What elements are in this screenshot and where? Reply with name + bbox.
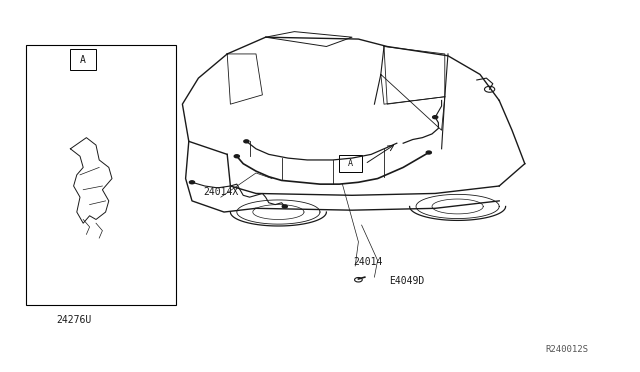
Circle shape xyxy=(282,205,287,208)
Circle shape xyxy=(244,140,249,143)
Bar xyxy=(70,49,96,70)
Text: A: A xyxy=(80,55,86,65)
Text: R240012S: R240012S xyxy=(546,345,589,354)
Text: 24276U: 24276U xyxy=(56,315,92,325)
Bar xyxy=(26,45,176,305)
Bar xyxy=(339,155,362,172)
Text: 24014: 24014 xyxy=(353,257,383,267)
Text: A: A xyxy=(348,159,353,169)
Text: 24014X: 24014X xyxy=(203,187,239,196)
Circle shape xyxy=(189,181,195,184)
Text: E4049D: E4049D xyxy=(388,276,424,286)
Circle shape xyxy=(433,116,438,119)
Circle shape xyxy=(234,155,239,158)
Circle shape xyxy=(426,151,431,154)
